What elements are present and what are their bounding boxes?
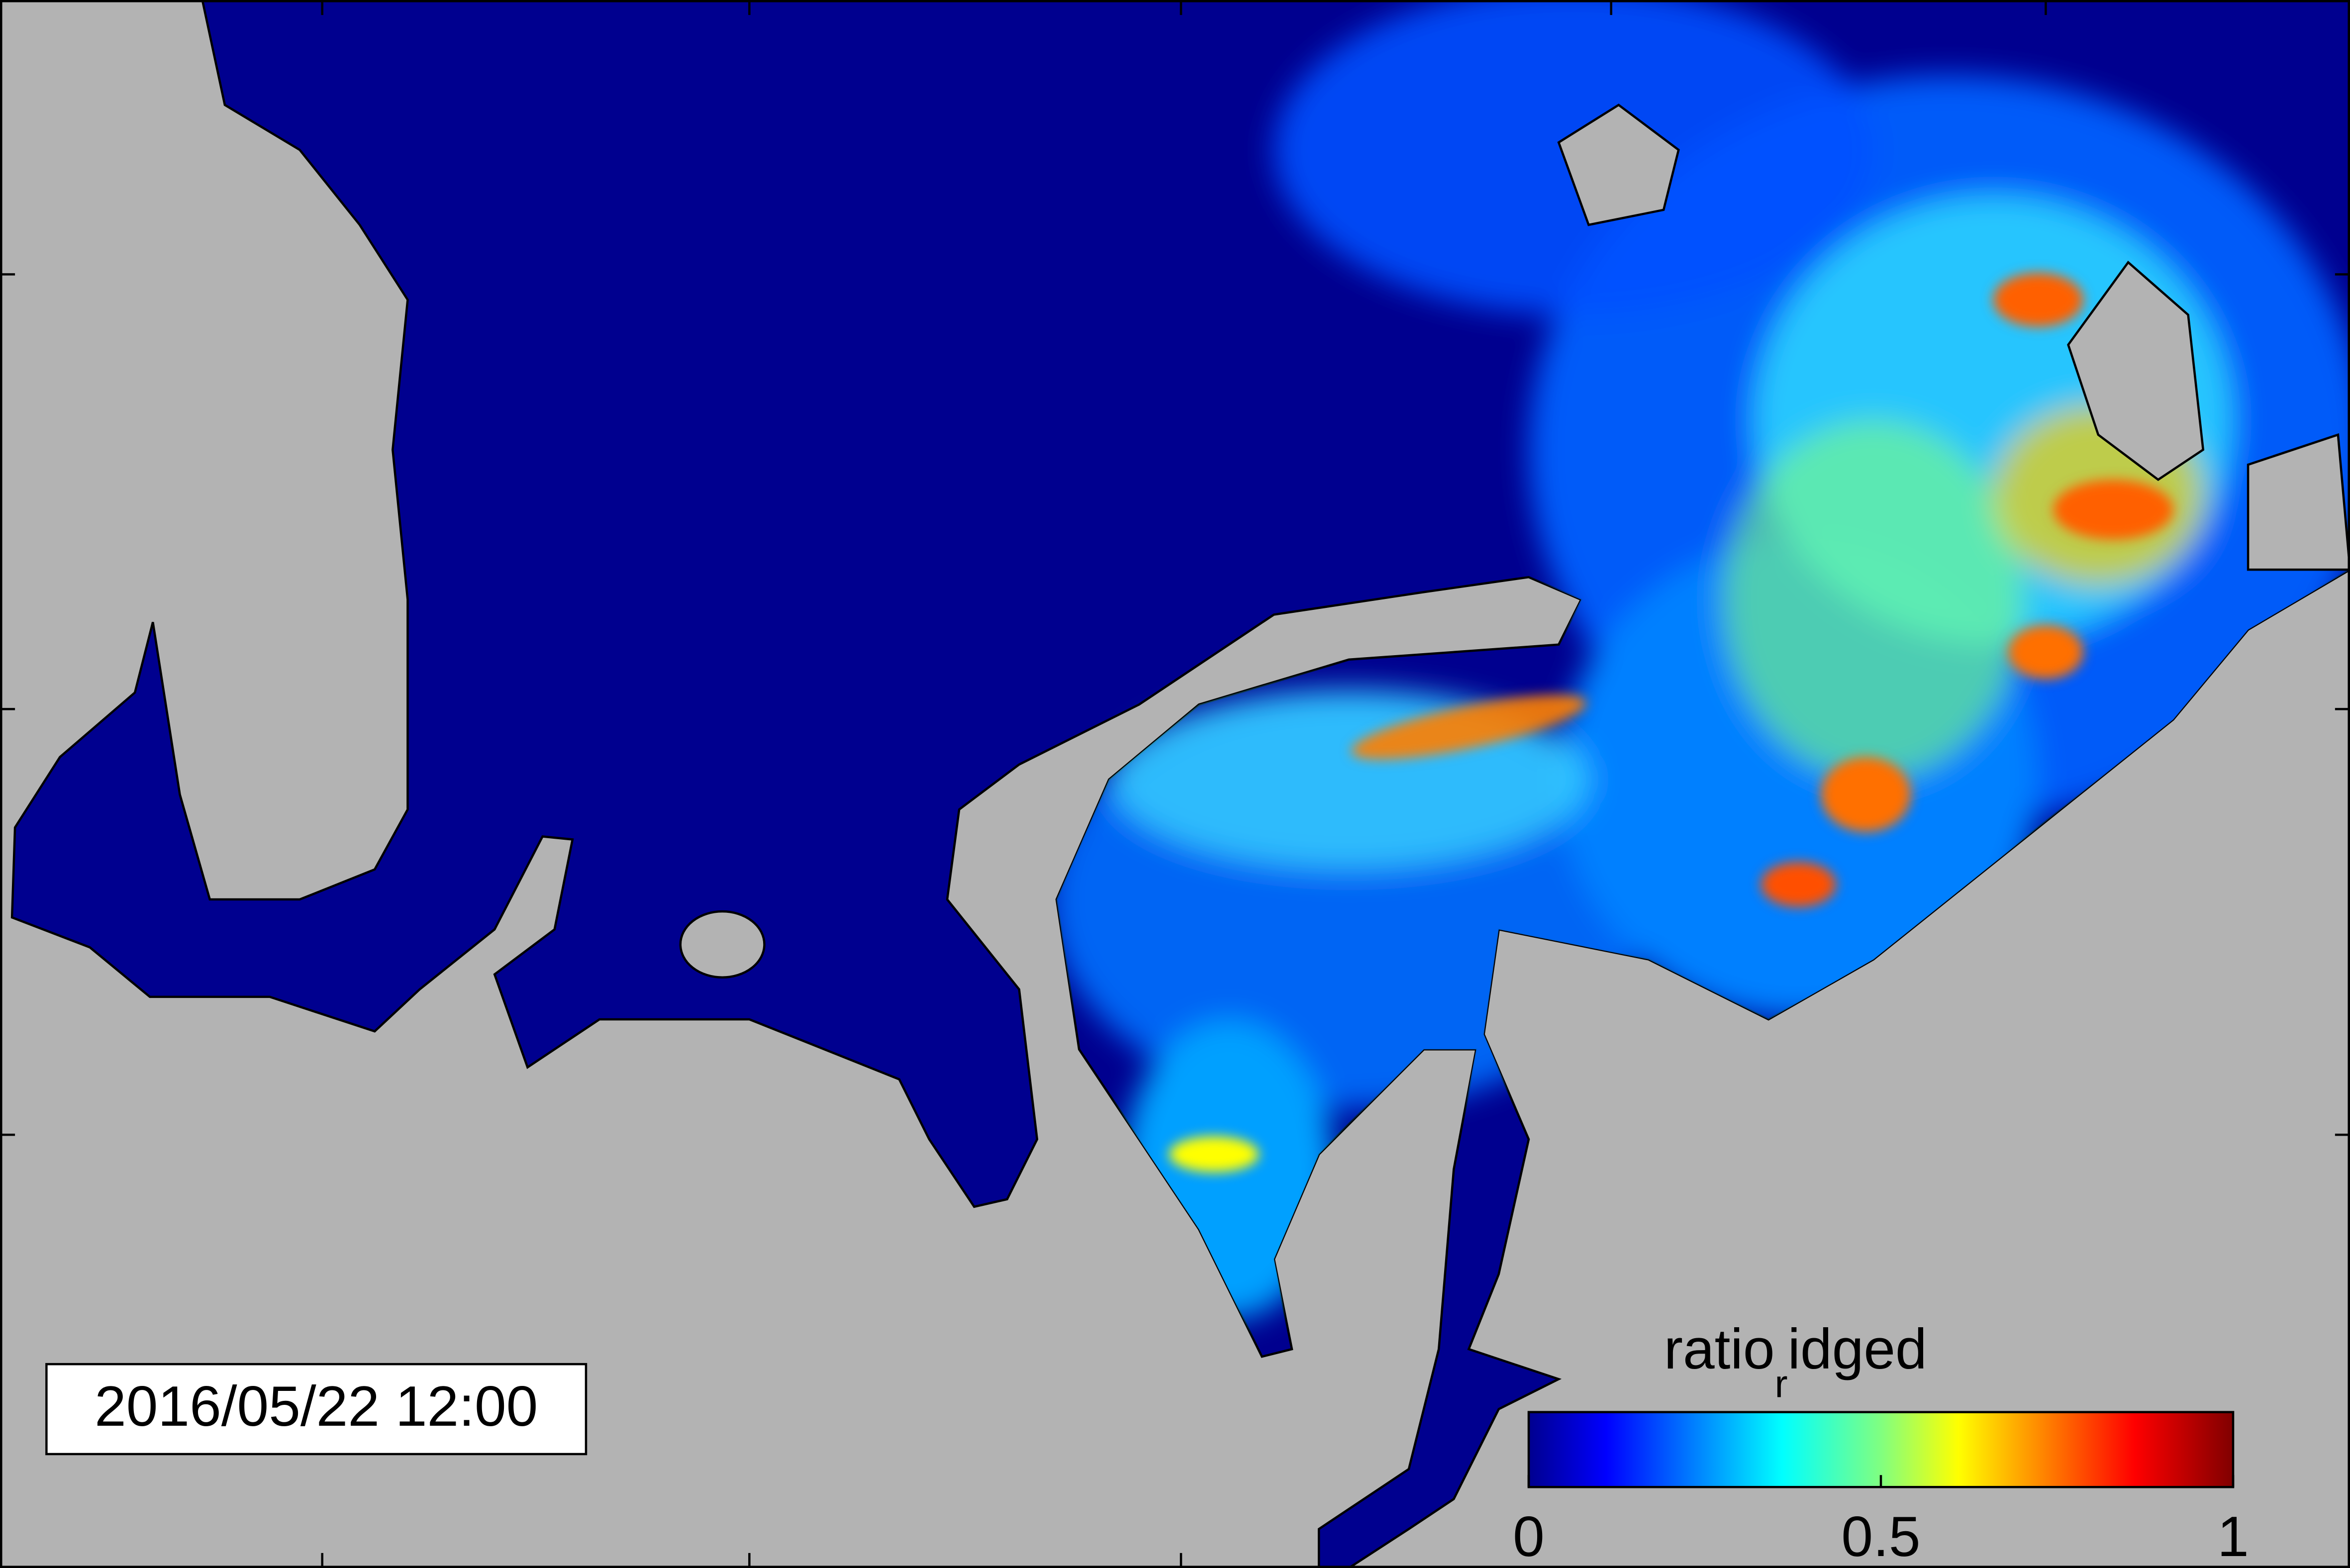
colorbar xyxy=(1527,1411,2235,1488)
island xyxy=(2067,261,2205,482)
timestamp-box xyxy=(45,1363,588,1456)
timestamp: 2016/05/22 12:00 xyxy=(95,1374,538,1438)
colorbar-tick-label: 1 xyxy=(2217,1505,2249,1568)
island xyxy=(679,910,766,979)
colorbar-label-main: ratio xyxy=(1664,1317,1775,1381)
island xyxy=(2247,433,2350,571)
colorbar-label-sub: r xyxy=(1775,1362,1788,1405)
island xyxy=(1557,103,1680,226)
colorbar-label: ratioridged xyxy=(1664,1317,1927,1405)
colorbar-tick-label: 0 xyxy=(1513,1505,1545,1568)
colorbar-tick-label: 0.5 xyxy=(1841,1505,1920,1568)
colorbar-label-rest: idged xyxy=(1788,1317,1927,1381)
